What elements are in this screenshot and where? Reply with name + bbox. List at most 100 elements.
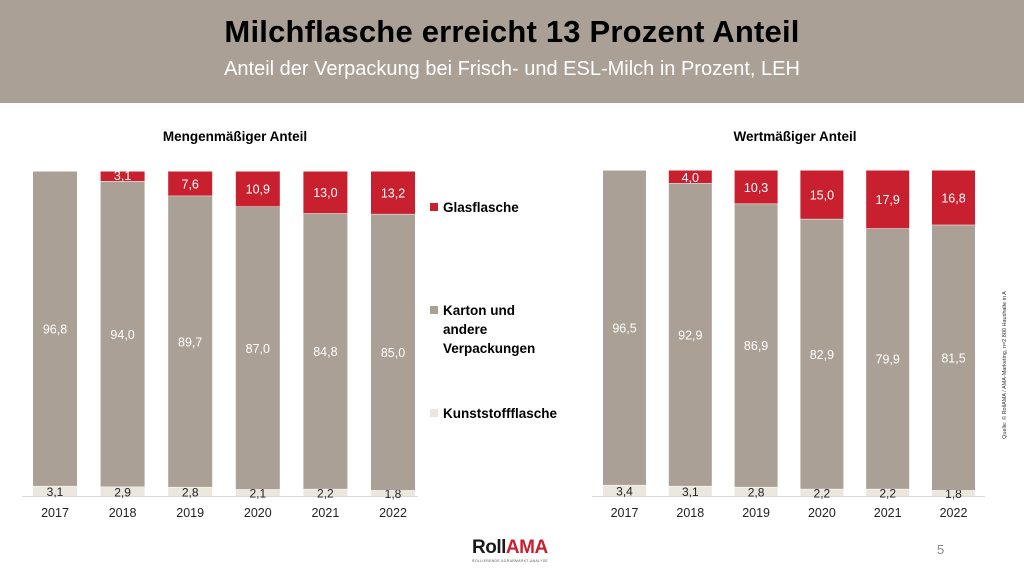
data-label: 2,8 bbox=[182, 485, 199, 499]
data-label: 94,0 bbox=[110, 328, 134, 342]
bar-segment-glasflasche bbox=[371, 171, 415, 214]
logo-ama: AMA bbox=[505, 537, 548, 558]
x-tick-label: 2019 bbox=[176, 506, 204, 520]
bar-segment-karton bbox=[168, 195, 213, 487]
data-label: 84,8 bbox=[313, 345, 337, 359]
data-label: 87,0 bbox=[246, 342, 270, 356]
bar-segment-karton bbox=[371, 213, 415, 491]
data-label: 4,0 bbox=[682, 171, 699, 185]
bar-segment-karton bbox=[866, 228, 910, 489]
bar-segment-karton bbox=[303, 213, 348, 489]
legend-label: Karton und bbox=[443, 303, 515, 318]
page-title: Milchflasche erreicht 13 Prozent Anteil bbox=[224, 14, 800, 49]
data-label: 1,8 bbox=[945, 487, 962, 501]
page-number: 5 bbox=[937, 542, 945, 557]
bar-segment-glasflasche bbox=[235, 171, 280, 207]
x-tick-label: 2021 bbox=[874, 506, 902, 520]
data-label: 17,9 bbox=[876, 193, 900, 207]
bar-segment-kunststoffflasche bbox=[800, 488, 844, 496]
bar-segment-kunststoffflasche bbox=[33, 485, 77, 496]
data-label: 96,8 bbox=[43, 322, 67, 336]
data-label: 79,9 bbox=[876, 353, 900, 367]
bar-segment-karton bbox=[932, 224, 975, 491]
page-subtitle: Anteil der Verpackung bei Frisch- und ES… bbox=[224, 58, 800, 80]
data-label: 3,1 bbox=[47, 485, 64, 499]
data-label: 16,8 bbox=[941, 191, 965, 205]
x-tick-label: 2017 bbox=[41, 506, 69, 520]
x-tick-label: 2021 bbox=[311, 506, 339, 520]
x-tick-label: 2019 bbox=[742, 506, 770, 520]
data-label: 2,2 bbox=[879, 486, 896, 500]
bar-segment-glasflasche bbox=[303, 171, 348, 214]
legend-swatch-kunststoff bbox=[430, 409, 438, 417]
bar-segment-glasflasche bbox=[866, 170, 910, 229]
data-label: 13,0 bbox=[313, 186, 337, 200]
logo-roll: Roll bbox=[472, 537, 506, 558]
bar-segment-kunststoffflasche bbox=[603, 484, 646, 496]
bar-segment-kunststoffflasche bbox=[668, 485, 712, 496]
data-label: 7,6 bbox=[182, 177, 199, 191]
header-banner: Milchflasche erreicht 13 Prozent Anteil … bbox=[0, 0, 1024, 103]
bar-segment-glasflasche bbox=[800, 170, 844, 219]
bar-segment-glasflasche bbox=[168, 171, 213, 196]
bar-segment-karton bbox=[33, 171, 77, 486]
bar-segment-kunststoffflasche bbox=[932, 490, 975, 496]
data-label: 10,9 bbox=[246, 183, 270, 197]
data-label: 2,2 bbox=[814, 486, 831, 500]
x-tick-label: 2022 bbox=[940, 506, 968, 520]
legend-label: andere bbox=[443, 322, 488, 337]
data-label: 85,0 bbox=[381, 346, 405, 360]
bar-segment-kunststoffflasche bbox=[235, 489, 280, 496]
data-label: 3,1 bbox=[114, 169, 131, 183]
x-tick-label: 2022 bbox=[379, 506, 407, 520]
data-label: 96,5 bbox=[612, 321, 636, 335]
bar-segment-karton bbox=[734, 203, 778, 487]
rollama-logo: RollAMA ROLLIERENDE AGRARMARKT-ANALYSE bbox=[472, 537, 549, 564]
bar-segment-karton bbox=[668, 183, 712, 486]
bar-segment-karton bbox=[235, 206, 280, 490]
data-label: 1,8 bbox=[385, 487, 402, 501]
data-label: 89,7 bbox=[178, 335, 202, 349]
bar-segment-kunststoffflasche bbox=[866, 488, 910, 496]
logo-tagline: ROLLIERENDE AGRARMARKT-ANALYSE bbox=[472, 559, 549, 563]
bar-segment-karton bbox=[603, 170, 646, 485]
bar-segment-kunststoffflasche bbox=[168, 486, 213, 496]
x-tick-label: 2020 bbox=[244, 506, 272, 520]
bar-segment-glasflasche bbox=[734, 170, 778, 204]
bar-segment-karton bbox=[800, 218, 844, 489]
bar-segment-karton bbox=[100, 181, 145, 487]
data-label: 15,0 bbox=[810, 188, 834, 202]
data-label: 3,4 bbox=[616, 484, 633, 498]
data-label: 3,1 bbox=[682, 485, 699, 499]
data-label: 2,9 bbox=[114, 485, 131, 499]
bar-segment-kunststoffflasche bbox=[100, 486, 145, 496]
data-label: 81,5 bbox=[941, 351, 965, 365]
data-label: 10,3 bbox=[744, 181, 768, 195]
bar-segment-kunststoffflasche bbox=[303, 488, 348, 496]
legend-glasflasche: Glasflasche bbox=[430, 198, 519, 217]
source-note: Quelle: © RollAMA / AMA-Marketing, n=2.8… bbox=[1002, 291, 1008, 439]
data-label: 82,9 bbox=[810, 348, 834, 362]
data-label: 2,8 bbox=[748, 485, 765, 499]
data-label: 92,9 bbox=[678, 328, 702, 342]
legend-swatch-glasflasche bbox=[430, 203, 438, 211]
x-tick-label: 2020 bbox=[808, 506, 836, 520]
data-label: 2,2 bbox=[317, 486, 334, 500]
bar-segment-kunststoffflasche bbox=[734, 486, 778, 496]
chart-title-mengen: Mengenmäßiger Anteil bbox=[162, 129, 308, 144]
bar-segment-kunststoffflasche bbox=[371, 490, 415, 496]
x-tick-label: 2017 bbox=[611, 506, 639, 520]
x-tick-label: 2018 bbox=[676, 506, 704, 520]
data-label: 2,1 bbox=[249, 487, 266, 501]
data-label: 13,2 bbox=[381, 186, 405, 200]
legend-label: Verpackungen bbox=[443, 341, 536, 356]
legend-kunststoff: Kunststoffflasche bbox=[430, 404, 558, 423]
legend-karton: Karton und andere Verpackungen bbox=[430, 301, 536, 358]
legend-label: Kunststoffflasche bbox=[443, 406, 558, 421]
bar-segment-glasflasche bbox=[668, 170, 712, 184]
legend-label: Glasflasche bbox=[443, 200, 519, 215]
bar-segment-glasflasche bbox=[932, 170, 975, 225]
x-tick-label: 2018 bbox=[109, 506, 137, 520]
chart-title-wert: Wertmäßiger Anteil bbox=[733, 129, 857, 144]
